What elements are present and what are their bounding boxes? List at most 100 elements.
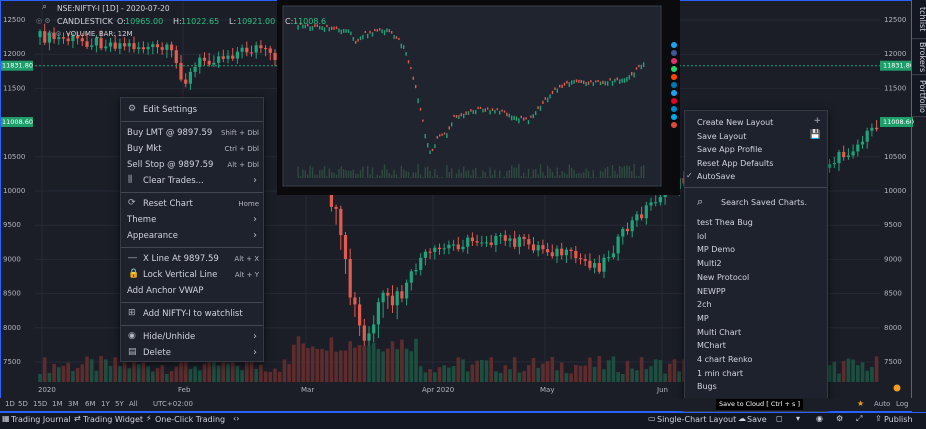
timeframe-button[interactable]: All xyxy=(129,401,138,408)
saved-layout[interactable]: Bugs xyxy=(685,380,827,393)
candle-body xyxy=(856,145,859,152)
scale-option[interactable]: Auto xyxy=(874,401,890,408)
saved-layout[interactable]: MP Demo xyxy=(685,243,827,256)
timeframe-button[interactable]: 15D xyxy=(33,401,47,408)
timeframe-button[interactable]: 1D xyxy=(5,401,15,408)
candle-body xyxy=(419,258,422,270)
timezone[interactable]: UTC+02:00 xyxy=(153,401,193,408)
layout-action[interactable]: AutoSave✓ xyxy=(685,170,827,183)
inset-volume xyxy=(329,168,330,178)
inset-share-icon xyxy=(671,42,677,48)
time-label: Feb xyxy=(178,386,191,394)
inset-candle xyxy=(631,72,632,75)
inset-candle xyxy=(643,62,644,67)
volume-bar xyxy=(438,367,442,382)
inset-candle xyxy=(374,29,375,31)
toolbar-button[interactable]: Trading Widget xyxy=(83,416,143,424)
volume-bar xyxy=(532,358,536,382)
side-tab[interactable]: tchlist xyxy=(912,0,926,39)
saved-layout[interactable]: MChart xyxy=(685,339,827,352)
candle-body xyxy=(184,80,187,84)
saved-layout[interactable]: Multi Chart xyxy=(685,326,827,339)
toolbar-button[interactable]: Publish xyxy=(884,416,913,424)
scale-option[interactable]: Log xyxy=(896,401,909,408)
inset-candle xyxy=(321,26,322,30)
inset-candle xyxy=(617,77,618,80)
saved-layout[interactable]: Multi2 xyxy=(685,257,827,270)
saved-layout[interactable]: 4 chart Renko xyxy=(685,353,827,366)
inset-share-icon xyxy=(671,98,677,104)
timeframe-button[interactable]: 3M xyxy=(68,401,79,408)
saved-layout[interactable]: NEWPP xyxy=(685,285,827,298)
layout-action[interactable]: Save App Profile xyxy=(685,143,827,156)
timeframe-button[interactable]: 1Y xyxy=(101,401,110,408)
inset-volume xyxy=(309,166,310,178)
saved-layout[interactable]: New Protocol xyxy=(685,271,827,284)
volume-bar xyxy=(410,351,414,382)
inset-volume xyxy=(506,171,507,178)
price-label-left: 7500 xyxy=(3,358,21,366)
side-tab[interactable]: Brokers xyxy=(912,40,926,75)
layout-action[interactable]: Reset App Defaults xyxy=(685,157,827,170)
menu-item[interactable]: ◉Hide/Unhide› xyxy=(121,329,263,345)
side-tab[interactable]: Portfolio xyxy=(912,76,926,117)
inset-volume xyxy=(343,169,344,178)
menu-item[interactable]: Appearance› xyxy=(121,228,263,244)
menu-item[interactable]: Add Anchor VWAP xyxy=(121,283,263,299)
toolbar-button[interactable]: One-Click Trading xyxy=(155,416,225,424)
timeframe-button[interactable]: 5Y xyxy=(115,401,124,408)
menu-item[interactable]: ▤Delete› xyxy=(121,345,263,361)
saved-layout[interactable]: MP xyxy=(685,312,827,325)
volume-bar xyxy=(109,366,113,382)
saved-layout[interactable]: lol xyxy=(685,230,827,243)
saved-layout[interactable]: test Thea Bug xyxy=(685,216,827,229)
volume-bar xyxy=(123,362,127,382)
timeframe-button[interactable]: 6M xyxy=(85,401,96,408)
candle-body xyxy=(551,252,554,256)
inset-volume xyxy=(487,177,488,178)
candle-body xyxy=(833,163,836,164)
inset-volume xyxy=(489,168,490,178)
layout-action-label: Create New Layout xyxy=(697,119,773,127)
inset-candle xyxy=(362,35,363,39)
inset-volume xyxy=(384,164,385,178)
saved-layout[interactable]: 2ch xyxy=(685,298,827,311)
inset-volume xyxy=(477,177,478,178)
inset-candle xyxy=(437,136,438,139)
candle-body xyxy=(396,291,399,305)
inset-volume xyxy=(542,172,543,178)
layout-action[interactable]: Create New Layout+ xyxy=(685,116,827,129)
timeframe-button[interactable]: 1M xyxy=(52,401,63,408)
saved-layout[interactable]: 1 min chart xyxy=(685,367,827,380)
volume-bar xyxy=(668,364,672,382)
search-box[interactable]: ⌕Search Saved Charts. xyxy=(685,195,827,211)
candle-body xyxy=(447,245,450,249)
layout-action[interactable]: Save Layout💾 xyxy=(685,130,827,143)
candle-body xyxy=(226,56,229,59)
toolbar-button[interactable]: Save xyxy=(747,416,767,424)
menu-item[interactable]: ⫼Clear Trades...› xyxy=(121,173,263,189)
time-label: Apr 2020 xyxy=(422,386,454,394)
candle-body xyxy=(485,243,488,244)
inset-volume xyxy=(569,165,570,178)
menu-item[interactable]: Theme› xyxy=(121,212,263,228)
candle-body xyxy=(95,38,98,45)
candle-body xyxy=(607,257,610,258)
inset-volume xyxy=(408,172,409,178)
inset-volume xyxy=(377,175,378,178)
menu-item[interactable]: ⊞Add NIFTY-I to watchlist xyxy=(121,306,263,322)
candle-body xyxy=(452,244,455,245)
timeframe-button[interactable]: 5D xyxy=(18,401,28,408)
toolbar-button[interactable]: Trading Journal xyxy=(11,416,71,424)
saved-layout-label: Multi Chart xyxy=(697,329,741,337)
toolbar-button[interactable]: Single-Chart Layout xyxy=(657,416,736,424)
menu-item[interactable]: ⚙Edit Settings xyxy=(121,102,263,118)
inset-volume xyxy=(566,174,567,178)
inset-candle xyxy=(453,115,454,117)
